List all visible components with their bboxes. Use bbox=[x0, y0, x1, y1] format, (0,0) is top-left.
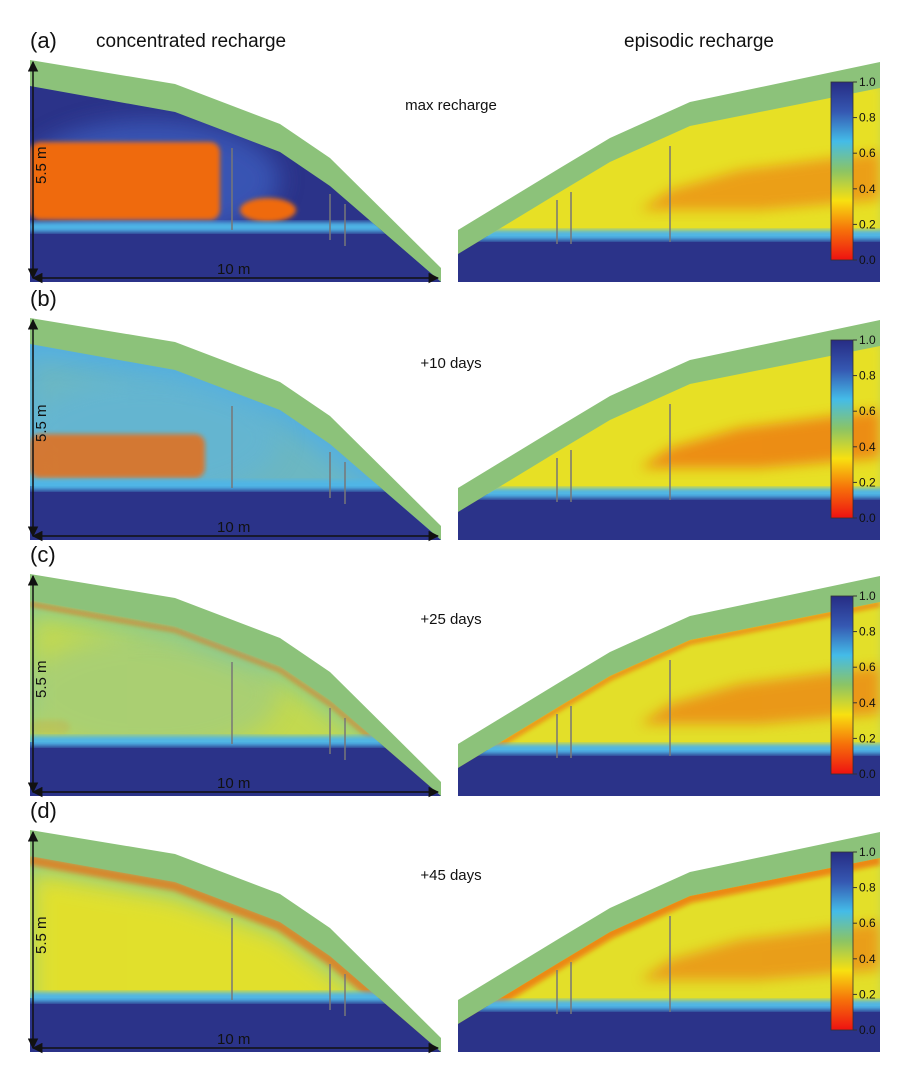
colorbar-tick-label: 0.6 bbox=[859, 146, 876, 160]
left-domain bbox=[30, 830, 441, 1052]
colorbar-gradient bbox=[830, 81, 854, 261]
colorbar-tick-label: 0.4 bbox=[859, 182, 876, 196]
colorbar-gradient bbox=[830, 339, 854, 519]
colorbar-tick-label: 0.6 bbox=[859, 404, 876, 418]
left-column-title: concentrated recharge bbox=[96, 31, 286, 52]
colorbar-tick-label: 0.6 bbox=[859, 916, 876, 930]
colorbar: 1.0 0.8 0.6 0.4 0.2 0.0 bbox=[830, 589, 876, 781]
right-domain bbox=[458, 62, 880, 282]
dry-core bbox=[30, 142, 220, 220]
panel-1: 5.5 m 10 m 1.0 0.8 0.6 0.4 0.2 0.0 (b) +10 days bbox=[27, 286, 880, 542]
capillary-fringe bbox=[458, 1000, 880, 1010]
saturated-zone bbox=[458, 1006, 880, 1052]
colorbar-tick-label: 0.0 bbox=[859, 767, 876, 781]
panel-letter: (b) bbox=[30, 286, 57, 311]
saturated-zone bbox=[30, 228, 441, 282]
colorbar: 1.0 0.8 0.6 0.4 0.2 0.0 bbox=[830, 845, 876, 1037]
colorbar-gradient bbox=[830, 595, 854, 775]
panel-2: 5.5 m 10 m 1.0 0.8 0.6 0.4 0.2 0.0 (c) +25 days bbox=[27, 542, 880, 798]
colorbar-tick-label: 0.0 bbox=[859, 511, 876, 525]
left-domain bbox=[30, 318, 441, 540]
surface-fringe bbox=[458, 858, 880, 1031]
colorbar: 1.0 0.8 0.6 0.4 0.2 0.0 bbox=[830, 333, 876, 525]
saturated-zone bbox=[458, 494, 880, 540]
colorbar-tick-label: 0.0 bbox=[859, 1023, 876, 1037]
wetted-zone bbox=[30, 634, 280, 754]
panel-time-label: max recharge bbox=[405, 97, 497, 114]
panel-0: 5.5 m 10 m 1.0 0.8 0.6 0.4 0.2 0.0 (a) max rechar… bbox=[27, 28, 880, 284]
width-label: 10 m bbox=[217, 519, 250, 536]
right-column-title: episodic recharge bbox=[624, 31, 774, 52]
colorbar-tick-label: 0.4 bbox=[859, 696, 876, 710]
capillary-fringe bbox=[458, 488, 880, 498]
colorbar-tick-label: 1.0 bbox=[859, 333, 876, 347]
colorbar-tick-label: 0.4 bbox=[859, 440, 876, 454]
colorbar-tick-label: 0.8 bbox=[859, 369, 876, 383]
surface-fringe bbox=[30, 856, 441, 1052]
colorbar-tick-label: 0.6 bbox=[859, 660, 876, 674]
width-label: 10 m bbox=[217, 261, 250, 278]
dry-wedge bbox=[640, 922, 880, 980]
width-label: 10 m bbox=[217, 775, 250, 792]
panel-letter: (c) bbox=[30, 542, 56, 567]
height-label: 5.5 m bbox=[33, 916, 50, 954]
width-label: 10 m bbox=[217, 1031, 250, 1048]
capillary-fringe bbox=[30, 736, 441, 746]
saturated-zone bbox=[30, 998, 441, 1052]
saturated-zone bbox=[458, 236, 880, 282]
surface-fringe bbox=[30, 602, 441, 796]
capillary-fringe bbox=[30, 992, 441, 1002]
left-domain bbox=[30, 60, 441, 282]
colorbar-tick-label: 1.0 bbox=[859, 75, 876, 89]
dry-wedge bbox=[640, 666, 880, 724]
colorbar-tick-label: 0.2 bbox=[859, 987, 876, 1001]
capillary-fringe bbox=[30, 222, 441, 232]
saturated-zone bbox=[30, 742, 441, 796]
panel-time-label: +45 days bbox=[420, 867, 481, 884]
panel-letter: (a) bbox=[30, 28, 57, 53]
dry-pocket bbox=[240, 198, 296, 222]
height-label: 5.5 m bbox=[33, 404, 50, 442]
right-domain bbox=[458, 832, 880, 1052]
panels-group: 5.5 m 10 m 1.0 0.8 0.6 0.4 0.2 0.0 (a) max rechar… bbox=[27, 28, 880, 1054]
dry-wedge bbox=[640, 152, 880, 210]
colorbar-tick-label: 0.0 bbox=[859, 253, 876, 267]
colorbar-tick-label: 0.2 bbox=[859, 731, 876, 745]
capillary-fringe bbox=[30, 480, 441, 490]
colorbar-tick-label: 0.8 bbox=[859, 881, 876, 895]
colorbar-tick-label: 0.8 bbox=[859, 111, 876, 125]
left-domain bbox=[30, 574, 441, 796]
height-label: 5.5 m bbox=[33, 660, 50, 698]
panel-3: 5.5 m 10 m 1.0 0.8 0.6 0.4 0.2 0.0 (d) +45 days bbox=[27, 798, 880, 1054]
dry-wedge bbox=[640, 410, 880, 468]
dry-core bbox=[30, 434, 205, 478]
surface-fringe bbox=[458, 602, 880, 773]
capillary-fringe bbox=[458, 230, 880, 240]
colorbar-tick-label: 0.2 bbox=[859, 475, 876, 489]
right-domain bbox=[458, 576, 880, 796]
right-domain bbox=[458, 320, 880, 540]
capillary-fringe bbox=[458, 744, 880, 754]
colorbar-tick-label: 0.2 bbox=[859, 217, 876, 231]
colorbar: 1.0 0.8 0.6 0.4 0.2 0.0 bbox=[830, 75, 876, 267]
saturated-zone bbox=[458, 750, 880, 796]
dry-core bbox=[30, 720, 70, 734]
colorbar-tick-label: 0.8 bbox=[859, 625, 876, 639]
colorbar-gradient bbox=[830, 851, 854, 1031]
colorbar-tick-label: 0.4 bbox=[859, 952, 876, 966]
colorbar-tick-label: 1.0 bbox=[859, 589, 876, 603]
height-label: 5.5 m bbox=[33, 146, 50, 184]
panel-time-label: +10 days bbox=[420, 355, 481, 372]
colorbar-tick-label: 1.0 bbox=[859, 845, 876, 859]
panel-time-label: +25 days bbox=[420, 611, 481, 628]
panel-letter: (d) bbox=[30, 798, 57, 823]
saturated-zone bbox=[30, 486, 441, 540]
